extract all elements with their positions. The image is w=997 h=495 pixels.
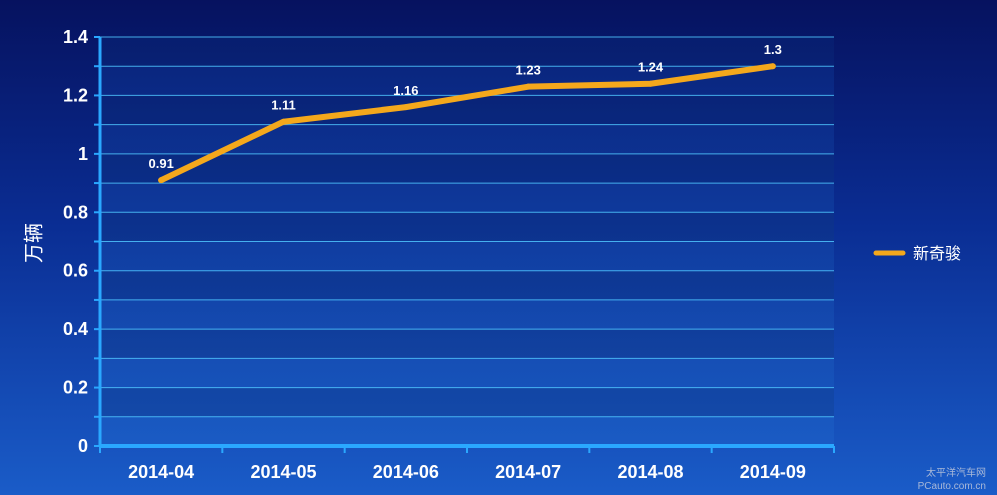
y-tick-label: 1.4: [63, 27, 88, 47]
y-tick-label: 1: [78, 144, 88, 164]
y-tick-label: 0.2: [63, 378, 88, 398]
data-label: 0.91: [149, 156, 174, 171]
y-tick-label: 1.2: [63, 85, 88, 105]
y-tick-label: 0.8: [63, 202, 88, 222]
grid-band: [100, 270, 834, 300]
y-axis-label: 万辆: [22, 223, 45, 263]
data-label: 1.23: [516, 63, 541, 78]
grid-band: [100, 37, 834, 67]
x-tick-label: 2014-05: [250, 462, 316, 482]
x-tick-label: 2014-08: [617, 462, 683, 482]
data-label: 1.24: [638, 60, 664, 75]
data-labels: 0.91 1.11 1.16 1.23 1.24 1.3: [149, 42, 782, 171]
watermark-line1: 太平洋汽车网: [926, 466, 986, 479]
data-point: [525, 83, 532, 90]
watermark: 太平洋汽车网 PCauto.com.cn: [918, 466, 986, 492]
x-tick-label: 2014-09: [740, 462, 806, 482]
data-point: [647, 80, 654, 87]
gridlines: [100, 36, 834, 418]
legend: 新奇骏: [873, 245, 961, 263]
watermark-line2: PCauto.com.cn: [918, 481, 986, 492]
y-tick-label: 0.6: [63, 261, 88, 281]
series-line: [158, 63, 776, 184]
grid-band: [100, 387, 834, 417]
x-tick-label: 2014-07: [495, 462, 561, 482]
x-tick-label: 2014-06: [373, 462, 439, 482]
grid-band: [100, 153, 834, 184]
grid-band: [100, 95, 834, 125]
axes: [94, 36, 835, 453]
data-label: 1.16: [393, 83, 418, 98]
grid-bands: [100, 37, 834, 417]
y-tick-labels: 0 0.2 0.4 0.6 0.8 1 1.2 1.4: [63, 27, 88, 456]
y-tick-label: 0: [78, 436, 88, 456]
data-label: 1.11: [271, 98, 296, 113]
x-tick-labels: 2014-04 2014-05 2014-06 2014-07 2014-08 2014-…: [128, 462, 806, 482]
series-group: [158, 63, 776, 184]
legend-label: 新奇骏: [913, 245, 961, 263]
x-tick-label: 2014-04: [128, 462, 194, 482]
data-point: [402, 104, 409, 111]
grid-band: [100, 212, 834, 242]
data-point: [158, 177, 165, 184]
y-tick-label: 0.4: [63, 319, 88, 339]
grid-band: [100, 329, 834, 359]
data-point: [769, 63, 776, 70]
data-point: [280, 118, 287, 125]
data-label: 1.3: [764, 42, 782, 57]
